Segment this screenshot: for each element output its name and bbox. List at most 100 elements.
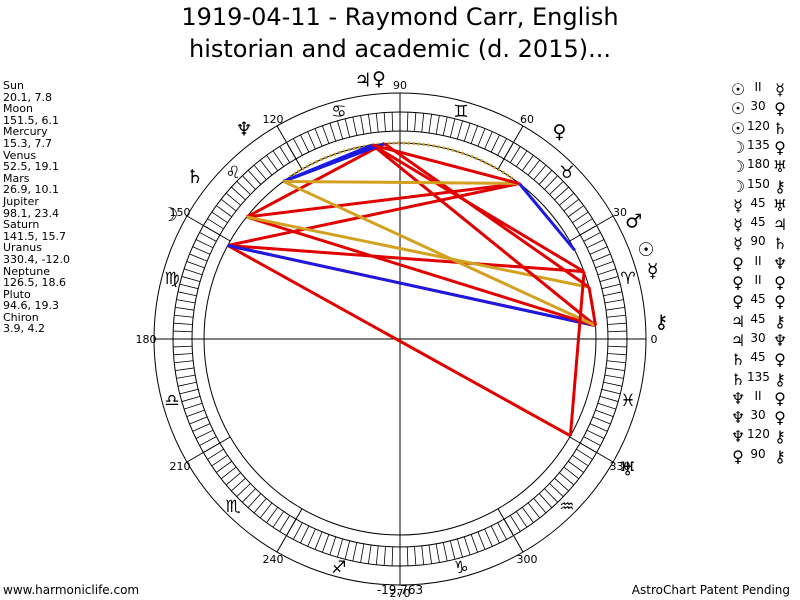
aspect-planet-1: ☽ <box>730 176 746 196</box>
aspect-planet-1: ♃ <box>730 311 746 331</box>
degree-tick <box>490 134 500 153</box>
degree-tick <box>589 423 608 432</box>
degree-tick <box>314 128 323 147</box>
degree-tick <box>549 483 564 497</box>
degree-tick <box>177 291 197 297</box>
sign-divider <box>497 125 524 170</box>
degree-tick <box>527 159 541 176</box>
degree-tick <box>272 511 285 528</box>
degree-tick <box>272 150 285 167</box>
aspect-row: ♄ 45 ♀ <box>727 348 799 369</box>
position-name: Moon <box>3 102 33 116</box>
degree-label: 60 <box>520 113 534 126</box>
degree-tick <box>259 159 273 176</box>
degree-tick <box>604 374 624 379</box>
degree-tick <box>211 454 228 467</box>
degree-tick <box>247 493 262 508</box>
degree-tick <box>607 353 627 356</box>
zodiac-sign-glyph: ♍ <box>164 269 179 289</box>
aspect-type: 180 <box>747 157 770 172</box>
aspect-row: ♃ 45 ⚷ <box>727 310 799 331</box>
degree-tick <box>173 330 193 333</box>
degree-tick <box>383 546 386 566</box>
degree-tick <box>603 381 623 387</box>
degree-tick <box>173 353 193 356</box>
patent-notice: AstroChart Patent Pending <box>631 583 790 597</box>
aspect-planet-2: ☿ <box>775 80 785 99</box>
aspect-type: 45 <box>750 350 766 365</box>
degree-tick <box>279 515 291 532</box>
website-link[interactable]: www.harmoniclife.com <box>3 583 140 597</box>
sign-divider <box>569 436 614 463</box>
position-value: 98.1, 23.4 <box>3 206 59 220</box>
degree-tick <box>599 395 619 402</box>
aspect-planet-1: ♄ <box>730 369 746 389</box>
aspect-planet-1: ☉ <box>730 80 746 99</box>
position-name: Sun <box>3 79 24 92</box>
aspect-line <box>246 182 520 219</box>
degree-tick <box>293 522 303 540</box>
degree-tick <box>544 175 558 190</box>
position-value: 15.3, 7.7 <box>3 136 52 150</box>
degree-tick <box>266 507 279 523</box>
aspect-line <box>518 182 576 252</box>
degree-label: 240 <box>263 553 284 566</box>
degree-tick <box>176 374 196 379</box>
aspect-row: ♀ 90 ⚷ <box>727 445 799 466</box>
degree-tick <box>599 276 619 283</box>
aspect-planet-1: ☉ <box>730 99 746 119</box>
aspect-row: ☿ 45 ♃ <box>727 213 799 234</box>
degree-tick <box>183 268 203 276</box>
degree-tick <box>605 367 625 371</box>
degree-tick <box>293 138 303 156</box>
aspect-planet-2: ♅ <box>772 157 788 177</box>
planet-glyph-saturn: ♄ <box>186 166 203 188</box>
aspect-planet-2: ♄ <box>772 234 788 254</box>
degree-tick <box>192 246 211 255</box>
degree-tick <box>538 493 553 508</box>
position-name: Mars <box>3 171 30 185</box>
degree-tick <box>344 118 351 138</box>
degree-tick <box>601 388 621 395</box>
degree-tick <box>607 345 627 348</box>
aspect-type: II <box>754 273 762 287</box>
degree-label: 270 <box>390 587 411 600</box>
degree-tick <box>406 112 409 132</box>
degree-tick <box>199 232 217 242</box>
aspect-type: 135 <box>747 137 770 152</box>
aspect-planet-2: ♀ <box>774 273 786 292</box>
degree-tick <box>321 534 330 553</box>
degree-tick <box>352 116 358 136</box>
planet-glyph-moon: ☽ <box>161 204 178 226</box>
chart-title-line-2: historian and academic (d. 2015)... <box>188 35 611 63</box>
position-name: Saturn <box>3 218 40 232</box>
aspect-line <box>227 244 596 328</box>
aspect-line <box>568 271 586 436</box>
planet-positions-list: Sun 20.1, 7.8 Moon 151.5, 6.1 Mercury 15.3, 7… <box>3 80 70 335</box>
aspect-planet-2: ♄ <box>772 118 788 138</box>
aspect-row: ☿ 45 ♅ <box>727 194 799 215</box>
degree-tick <box>442 116 448 136</box>
degree-tick <box>391 112 394 132</box>
degree-tick <box>236 181 251 195</box>
degree-tick <box>225 472 241 486</box>
position-name: Neptune <box>3 264 51 278</box>
aspect-row: ♀ II ♆ <box>727 252 799 273</box>
position-value: 141.5, 15.7 <box>3 229 66 243</box>
aspect-planet-1: ♀ <box>732 253 744 273</box>
degree-tick <box>601 283 621 290</box>
degree-tick <box>533 164 547 180</box>
zodiac-sign-glyph: ♈ <box>620 269 635 289</box>
aspect-row: ♄ 135 ⚷ <box>727 368 799 389</box>
aspect-type: II <box>754 80 762 94</box>
aspect-type: 150 <box>747 176 770 191</box>
aspect-planet-1: ☿ <box>733 195 743 215</box>
degree-tick <box>321 125 330 144</box>
aspect-type: 30 <box>750 99 766 114</box>
degree-label: 150 <box>170 206 191 219</box>
aspect-planet-1: ☽ <box>730 157 746 177</box>
degree-tick <box>176 299 196 304</box>
degree-tick <box>449 540 456 560</box>
degree-tick <box>449 118 456 138</box>
